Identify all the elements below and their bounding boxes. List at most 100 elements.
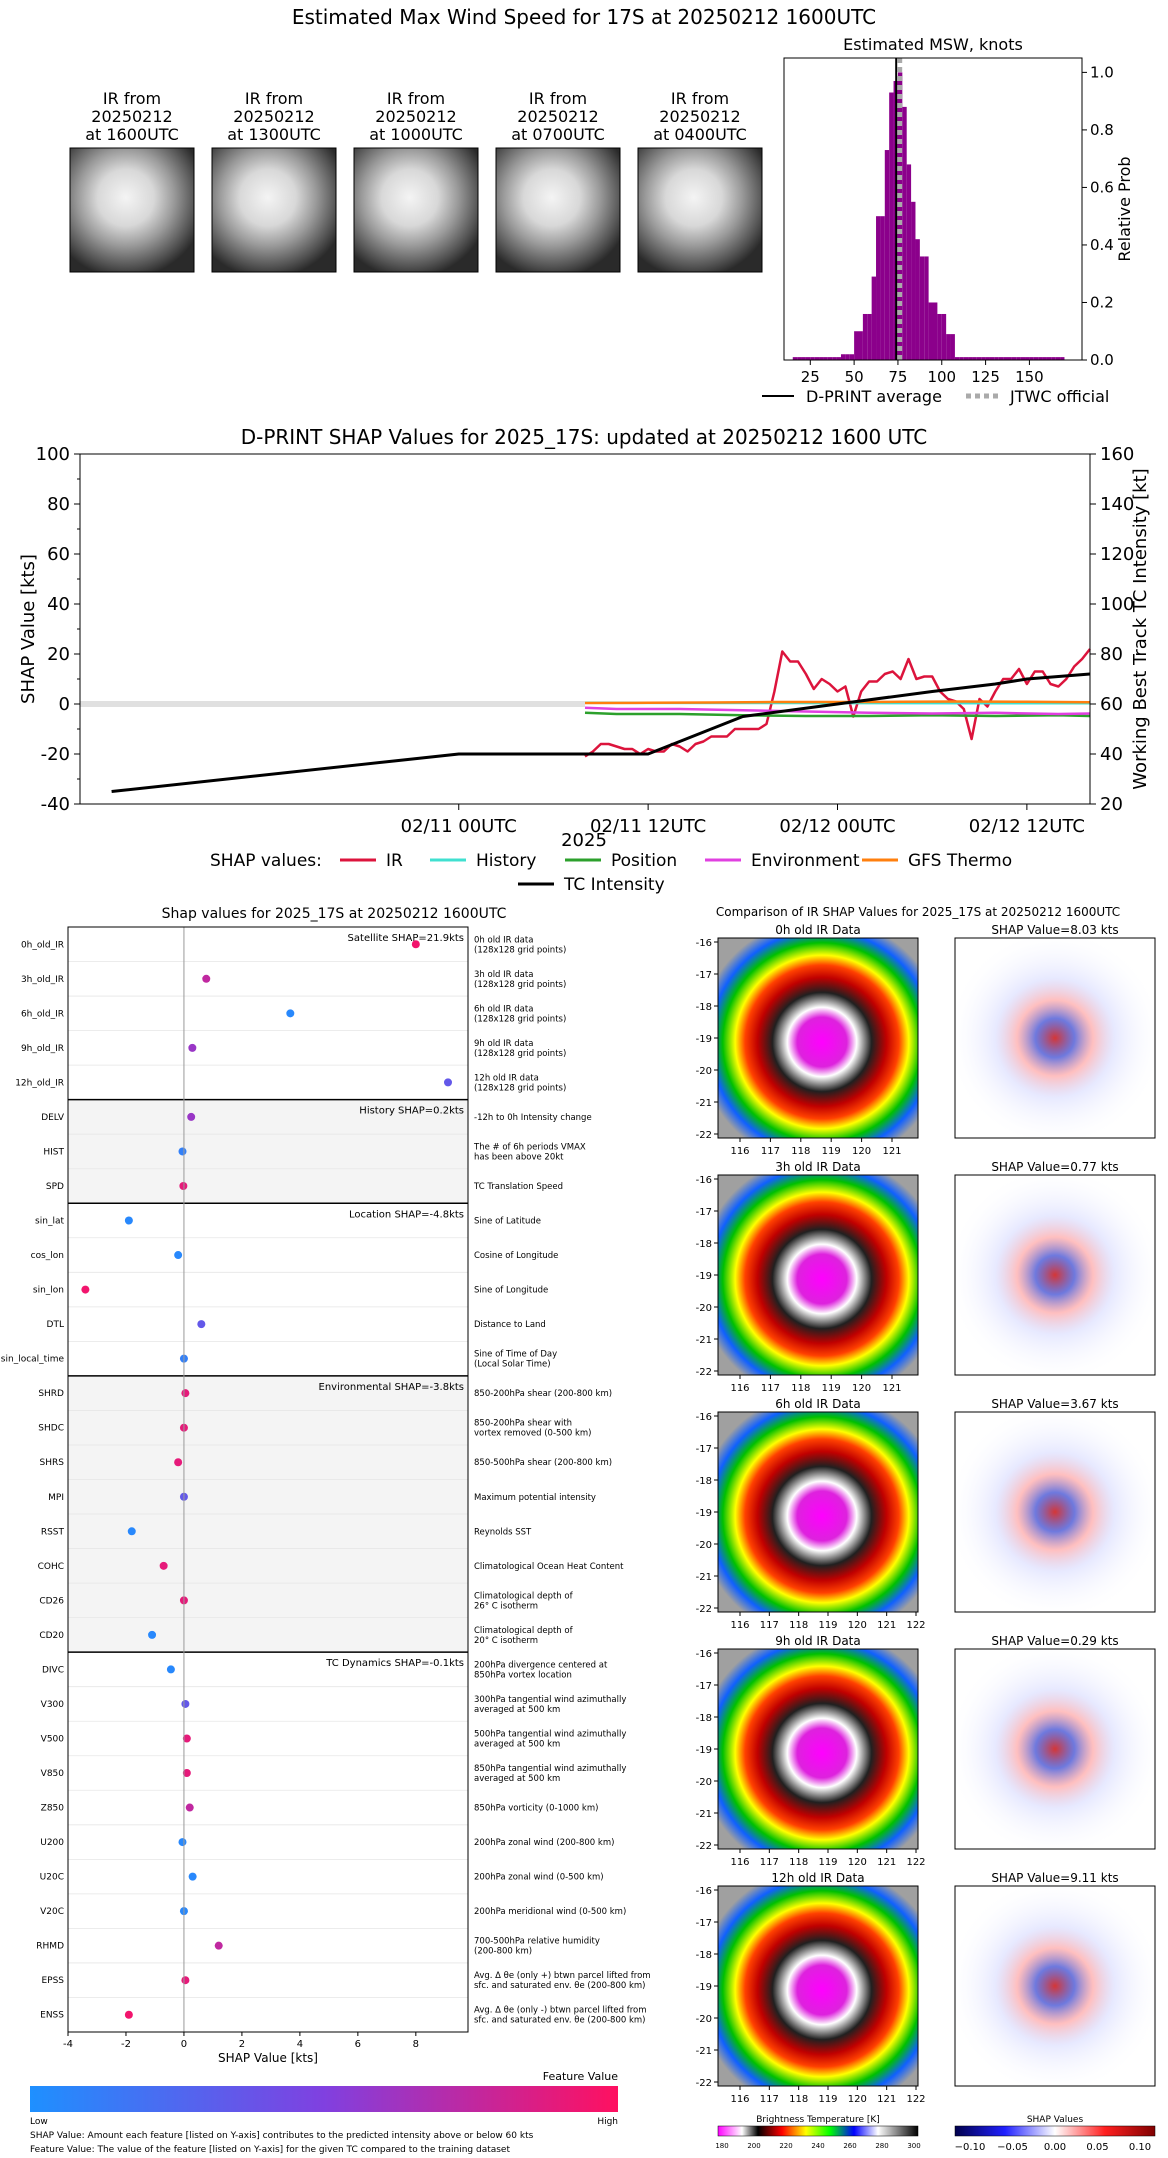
- shap-feature-name: 6h_old_IR: [21, 1009, 64, 1019]
- ir-panel-y-tick-label: -22: [696, 1130, 712, 1141]
- shap-feature-description: TC Translation Speed: [473, 1182, 563, 1192]
- shap-group-background: [68, 1099, 468, 1204]
- shap-feature-name: V300: [41, 1700, 65, 1710]
- shap-feature-description-line2: sfc. and saturated env. θe (200-800 km): [474, 1981, 646, 1991]
- shap-feature-description: The # of 6h periods VMAX: [473, 1142, 586, 1152]
- msw-bar: [805, 357, 811, 360]
- shap-feature-description: Maximum potential intensity: [474, 1493, 596, 1503]
- shap-feature-name: U200: [40, 1838, 64, 1848]
- shap-feature-point: [182, 1734, 191, 1743]
- ir-panel-y-tick-label: -19: [696, 1745, 712, 1756]
- ir-panel-y-tick-label: -22: [696, 1604, 712, 1615]
- timeline-legend-label-position: Position: [611, 851, 677, 871]
- shap-colorbar-tick-label: 0.00: [1044, 2142, 1066, 2153]
- shap-feature-name: DELV: [41, 1113, 65, 1123]
- ir-panel-x-tick-label: 118: [789, 2094, 808, 2105]
- ir-panel-x-tick-label: 118: [791, 1146, 810, 1157]
- footnote-feature-value: Feature Value: The value of the feature …: [30, 2145, 510, 2155]
- ir-panel-y-tick-label: -19: [696, 1271, 712, 1282]
- shap-feature-point: [124, 1216, 133, 1225]
- ir-panel-x-tick-label: 117: [761, 1146, 780, 1157]
- ir-panel-x-tick-label: 117: [760, 1857, 779, 1868]
- msw-bar: [924, 256, 929, 360]
- msw-bar: [972, 357, 977, 360]
- ir-thumb-label-line3: at 1000UTC: [369, 125, 463, 144]
- msw-bar: [854, 331, 859, 360]
- shap-feature-point: [178, 1838, 187, 1847]
- shap-feature-description-line2: (200-800 km): [474, 1947, 532, 1957]
- shap-feature-description-line2: (128x128 grid points): [474, 1083, 566, 1093]
- ir-panel-y-tick-label: -16: [696, 1175, 712, 1186]
- msw-bar: [976, 357, 982, 360]
- msw-chart-title: Estimated MSW, knots: [843, 35, 1023, 54]
- shap-feature-description: 6h old IR data: [474, 1004, 533, 1014]
- timeline-y-right-tick-label: 120: [1100, 544, 1134, 565]
- msw-bar: [1016, 357, 1021, 360]
- ir-panel-y-tick-label: -17: [696, 1918, 712, 1929]
- shap-feature-description: Sine of Longitude: [474, 1286, 548, 1296]
- shap-feature-description-line2: sfc. and saturated env. θe (200-800 km): [474, 2016, 646, 2026]
- msw-bar: [1029, 357, 1034, 360]
- timeline-title: D-PRINT SHAP Values for 2025_17S: update…: [241, 425, 928, 449]
- shap-feature-description: 850hPa vorticity (0-1000 km): [474, 1804, 598, 1814]
- shap-feature-description: Avg. Δ θe (only +) btwn parcel lifted fr…: [474, 1971, 651, 1981]
- shap-feature-description-line2: 26° C isotherm: [474, 1601, 538, 1611]
- ir-thumbnail: [637, 147, 763, 273]
- shap-feature-point: [127, 1527, 136, 1536]
- timeline-axes-frame: [79, 453, 1091, 805]
- bt-colorbar-tick-label: 240: [811, 2142, 824, 2150]
- timeline-y-tick-label: -40: [41, 794, 70, 815]
- ir-thumb-label-line3: at 1600UTC: [85, 125, 179, 144]
- msw-x-tick-label: 125: [971, 368, 1000, 386]
- shap-map-image: [956, 1650, 1154, 1848]
- shap-feature-description: Cosine of Longitude: [474, 1251, 558, 1261]
- ir-thumb-label-line1: IR from: [103, 89, 161, 108]
- shap-group-title: Satellite SHAP=21.9kts: [348, 933, 464, 944]
- shap-feature-description: 850-200hPa shear (200-800 km): [474, 1389, 612, 1399]
- shap-feature-name: COHC: [38, 1562, 64, 1572]
- ir-colored-image: [717, 1885, 919, 2087]
- ir-panel-x-tick-label: 122: [906, 2094, 925, 2105]
- timeline-series-position: [584, 711, 1091, 718]
- ir-panel-x-tick-label: 121: [877, 2094, 896, 2105]
- bt-colorbar-tick-label: 280: [875, 2142, 888, 2150]
- shap-x-tick-label: -2: [121, 2039, 131, 2050]
- ir-thumb-label-line3: at 0400UTC: [653, 125, 747, 144]
- shap-panel-title: SHAP Value=0.29 kts: [991, 1634, 1118, 1648]
- ir-thumbnail: [69, 147, 195, 273]
- msw-bar: [1051, 357, 1056, 360]
- ir-thumbnail: [353, 147, 479, 273]
- ir-panel-x-tick-label: 116: [730, 1146, 749, 1157]
- ir-colored-image: [717, 1174, 919, 1376]
- timeline-series-gfs: [584, 700, 1091, 705]
- ir-panel-x-tick-label: 121: [877, 1857, 896, 1868]
- msw-bar: [902, 106, 907, 361]
- shap-panel-title: SHAP Value=9.11 kts: [991, 1871, 1118, 1885]
- msw-bar: [836, 357, 841, 360]
- shap-feature-name: CD20: [39, 1631, 64, 1641]
- ir-panel-x-tick-label: 119: [818, 1620, 837, 1631]
- ir-thumb-label-line1: IR from: [671, 89, 729, 108]
- timeline-legend-label-tc: TC Intensity: [563, 875, 665, 895]
- shap-colorbar-tick-label: 0.10: [1129, 2142, 1151, 2153]
- shap-feature-point: [187, 1112, 196, 1121]
- shap-feature-name: U20C: [40, 1873, 64, 1883]
- timeline-y-tick-label: 60: [47, 544, 70, 565]
- timeline-y-right-tick-label: 60: [1100, 694, 1123, 715]
- ir-panel-y-tick-label: -20: [696, 1540, 712, 1551]
- msw-bar: [981, 357, 986, 360]
- timeline-y-right-tick-label: 100: [1100, 594, 1134, 615]
- shap-map-image: [956, 1413, 1154, 1611]
- shap-feature-name: 12h_old_IR: [15, 1078, 64, 1088]
- msw-x-tick-label: 100: [927, 368, 956, 386]
- shap-map-image: [956, 1176, 1154, 1374]
- ir-thumb-label-line2: 20250212: [375, 107, 456, 126]
- msw-bar: [968, 357, 973, 360]
- msw-bar: [876, 216, 881, 360]
- ir-panel-x-tick-label: 116: [730, 1383, 749, 1394]
- ir-colored-image: [717, 1648, 919, 1850]
- msw-bar: [1020, 357, 1026, 360]
- timeline-y-tick-label: 100: [36, 444, 70, 465]
- ir-panel-x-tick-label: 119: [822, 1383, 841, 1394]
- ir-panel-x-tick-label: 116: [730, 2094, 749, 2105]
